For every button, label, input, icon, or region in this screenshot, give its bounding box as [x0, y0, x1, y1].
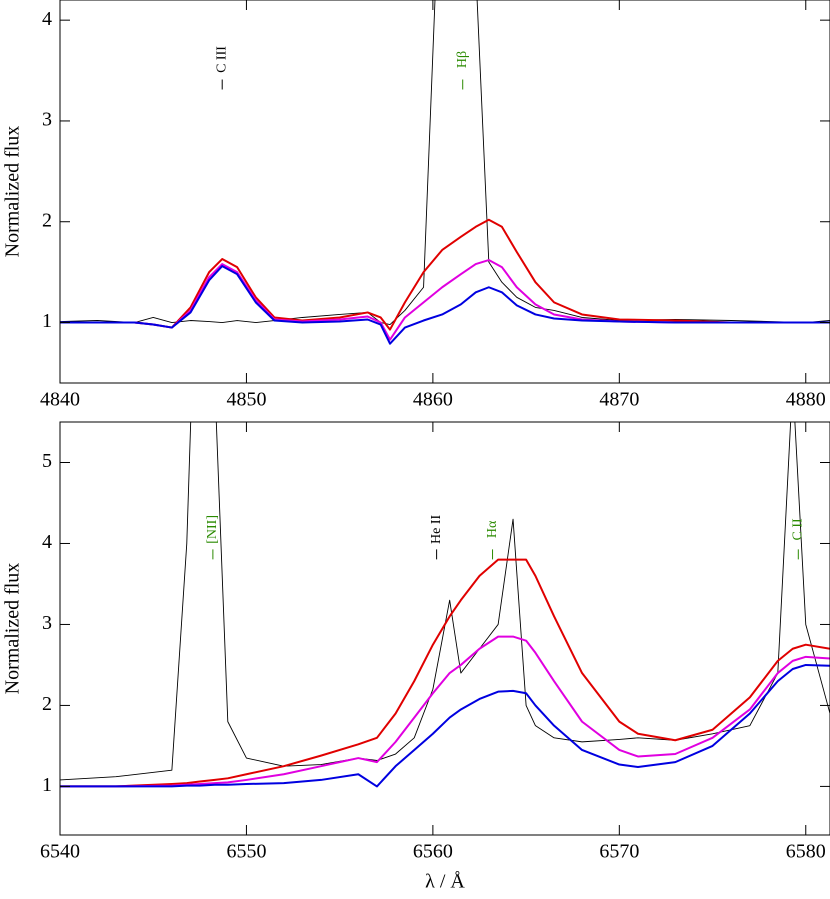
series-line [60, 218, 830, 331]
x-tick-label: 6550 [226, 841, 266, 863]
x-tick-label: 4850 [226, 389, 266, 411]
y-axis-label: Normalized flux [2, 563, 24, 695]
x-tick-label: 6560 [413, 841, 453, 863]
frame [59, 0, 830, 384]
series-line [60, 558, 830, 788]
annotation: He II [429, 514, 444, 543]
y-tick-label: 1 [42, 310, 52, 332]
annotation: C III [214, 46, 229, 73]
series-line [60, 0, 830, 325]
x-tick-label: 4840 [40, 389, 80, 411]
panel: C III Hβ 4840 4850 4860 4870 4880 1 2 3 4 Normalize… [2, 0, 830, 411]
x-tick-label: 6540 [40, 841, 80, 863]
y-tick-label: 5 [42, 450, 52, 472]
series-line [60, 265, 830, 345]
panel: [NII] He II Hα C II 6540 6550 6560 6570 6580 1 2 3 4… [2, 421, 830, 893]
series-line [60, 635, 830, 788]
x-tick-label: 6580 [786, 841, 826, 863]
annotation: [NII] [205, 515, 220, 544]
x-tick-label: 6570 [599, 841, 639, 863]
series-line [60, 422, 830, 781]
annotation: C II [791, 518, 806, 541]
y-tick-label: 3 [42, 109, 52, 131]
annotation: Hα [485, 520, 500, 538]
x-tick-label: 4860 [413, 389, 453, 411]
y-tick-label: 4 [42, 8, 52, 30]
annotation: Hβ [455, 51, 470, 68]
x-axis-label: λ / Å [425, 871, 465, 893]
series-line [60, 259, 830, 341]
y-tick-label: 3 [42, 612, 52, 634]
y-tick-label: 2 [42, 209, 52, 231]
frame [59, 421, 830, 836]
x-tick-label: 4870 [599, 389, 639, 411]
series-line [60, 663, 830, 788]
x-tick-label: 4880 [786, 389, 826, 411]
y-tick-label: 4 [42, 531, 52, 553]
y-tick-label: 1 [42, 774, 52, 796]
y-tick-label: 2 [42, 693, 52, 715]
y-axis-label: Normalized flux [2, 126, 24, 258]
